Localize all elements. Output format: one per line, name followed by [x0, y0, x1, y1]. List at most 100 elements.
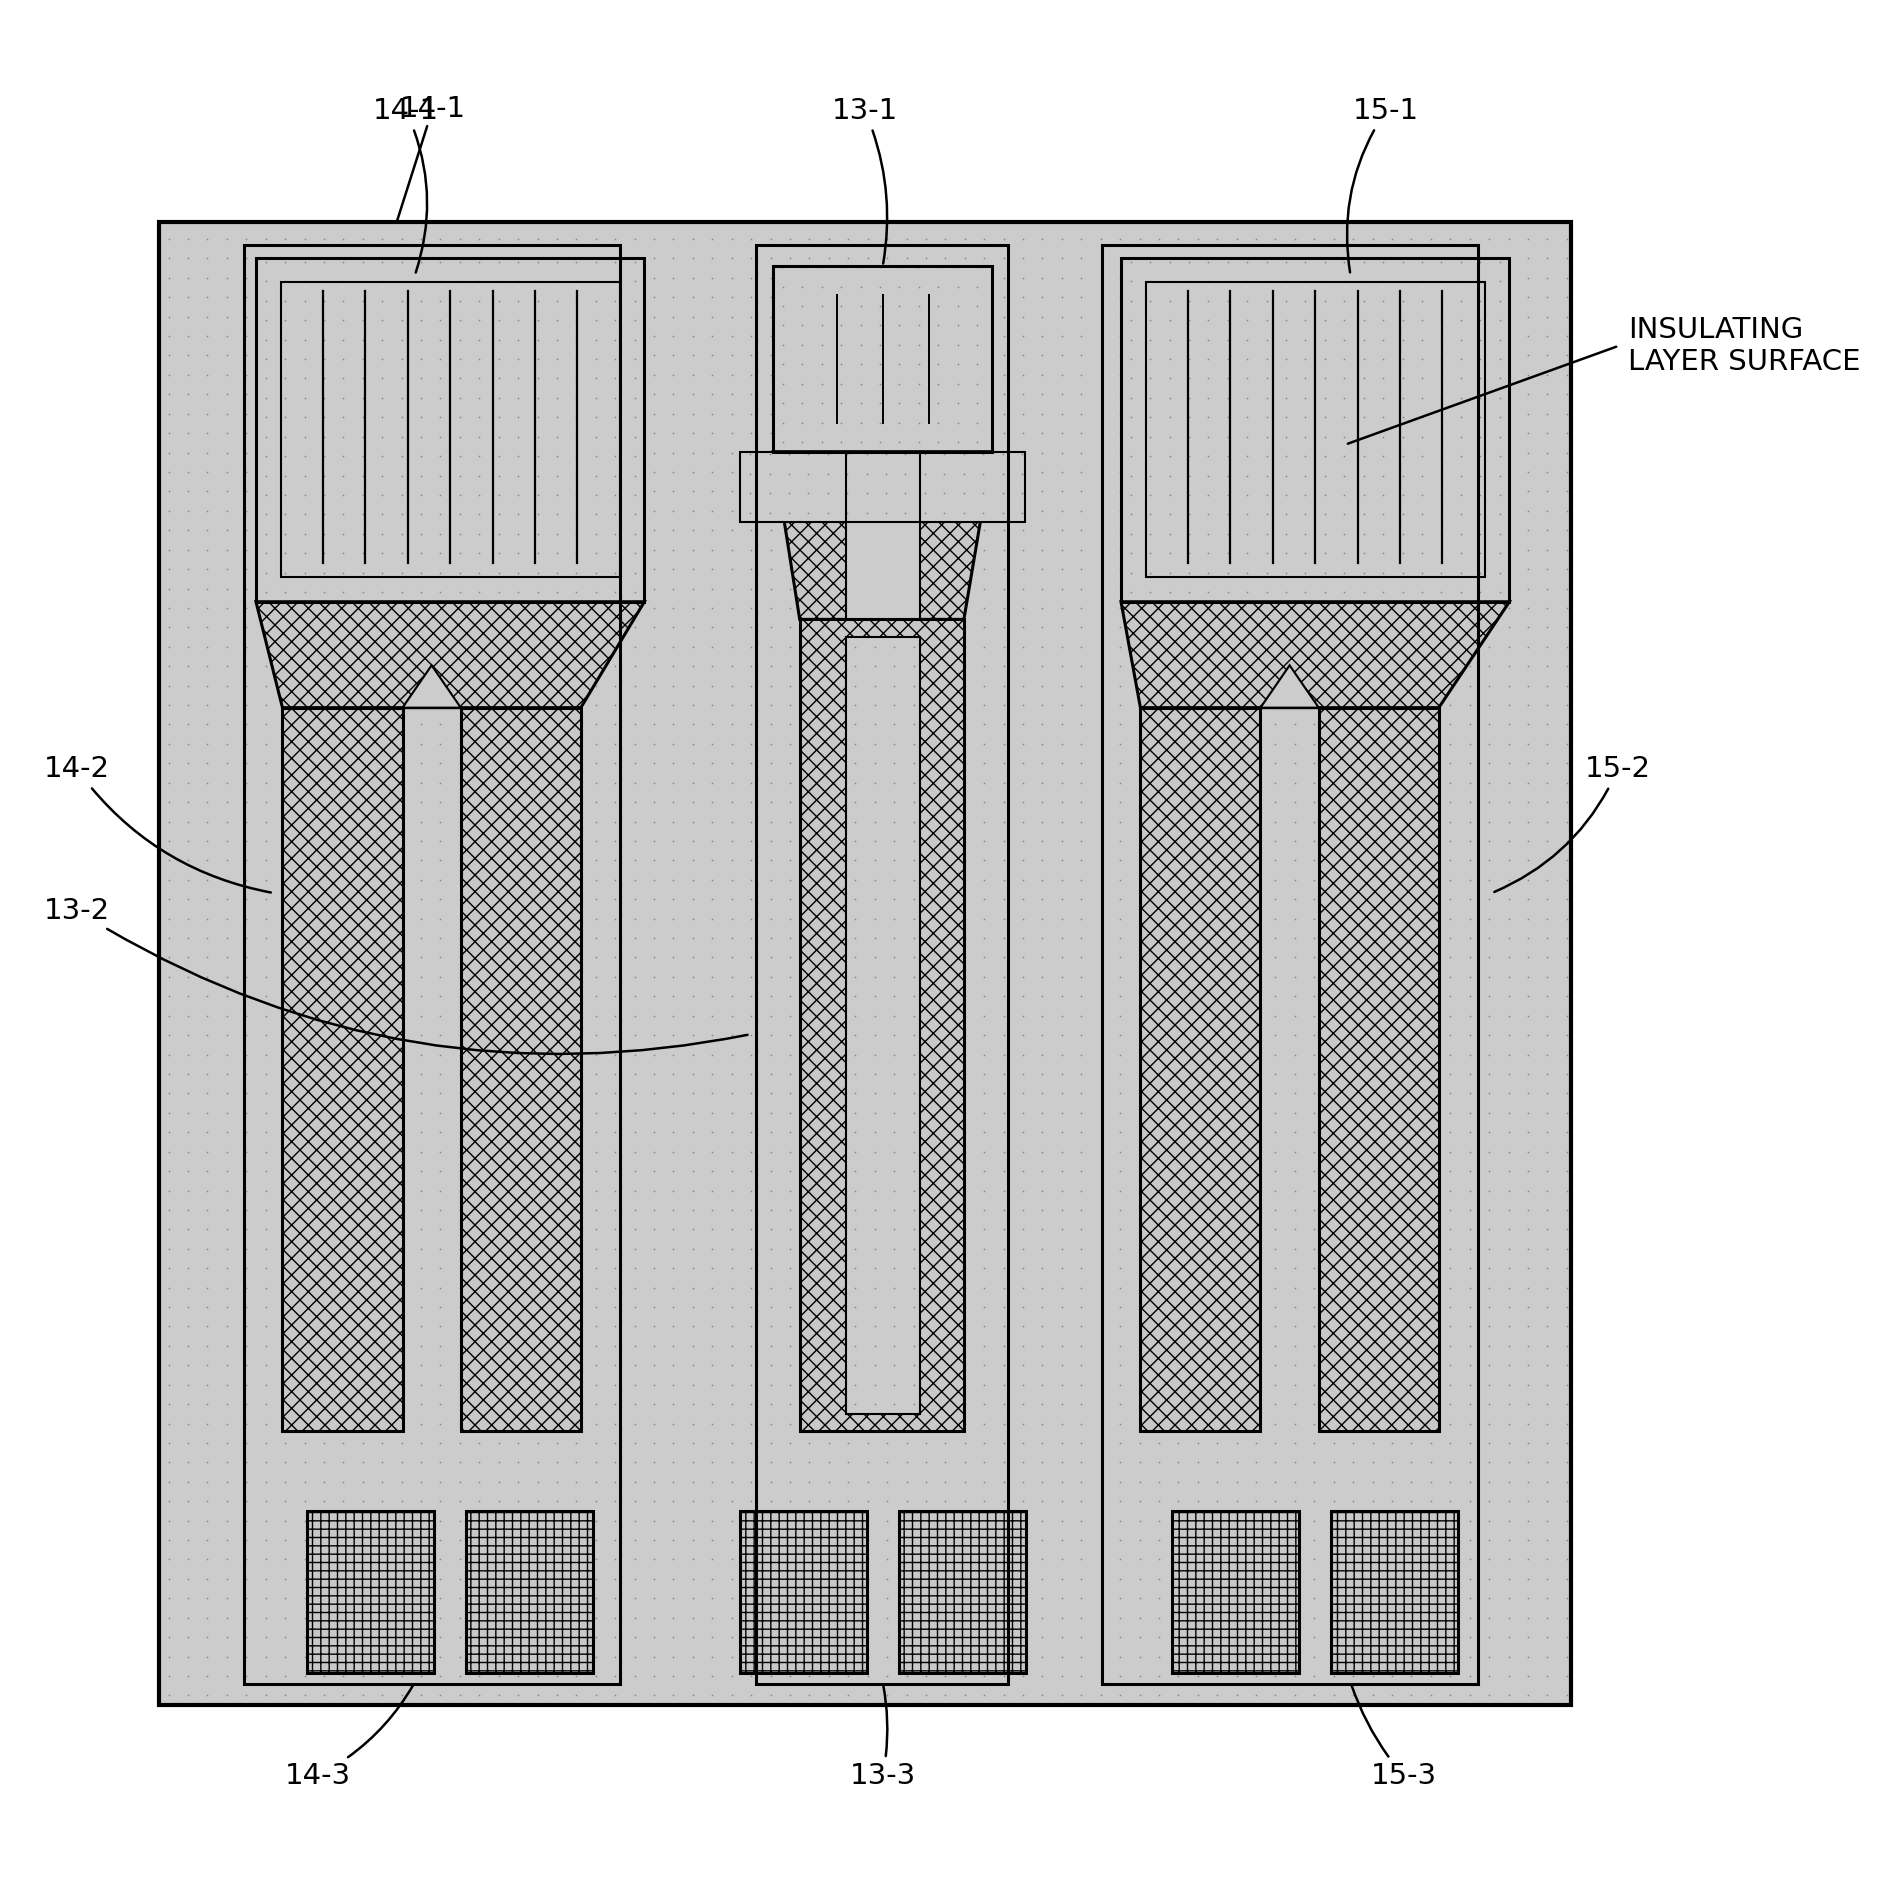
Point: [1464, 286, 1494, 316]
Point: [1483, 344, 1513, 375]
Point: [1357, 632, 1387, 662]
Point: [1201, 1060, 1231, 1090]
Point: [425, 1544, 455, 1574]
Point: [813, 1078, 843, 1109]
Point: [988, 825, 1018, 855]
Point: [290, 768, 320, 798]
Point: [949, 458, 979, 488]
Point: [988, 961, 1018, 991]
Point: [678, 322, 708, 352]
Point: [465, 1680, 495, 1710]
Point: [1415, 1292, 1445, 1323]
Point: [890, 223, 920, 254]
Point: [1376, 322, 1406, 352]
Point: [407, 1039, 437, 1069]
Point: [813, 437, 843, 467]
Point: [1124, 322, 1154, 352]
Point: [1396, 1039, 1427, 1069]
Point: [898, 1020, 928, 1050]
Point: [484, 515, 514, 545]
Point: [1338, 341, 1368, 371]
Point: [231, 1680, 262, 1710]
Point: [1492, 1525, 1523, 1555]
Point: [736, 691, 766, 721]
Point: [1406, 577, 1436, 607]
Text: 14-1: 14-1: [397, 95, 465, 221]
Point: [949, 592, 979, 622]
Point: [211, 1273, 241, 1304]
Point: [327, 359, 358, 390]
Point: [717, 573, 747, 604]
Point: [231, 904, 262, 935]
Point: [309, 515, 339, 545]
Point: [561, 1215, 591, 1245]
Point: [1434, 1466, 1464, 1497]
Point: [1425, 577, 1455, 607]
Point: [1532, 341, 1562, 371]
Point: [903, 407, 933, 437]
Point: [911, 1078, 941, 1109]
Point: [1259, 961, 1289, 991]
Point: [678, 1408, 708, 1438]
Point: [1065, 1584, 1095, 1614]
Point: [521, 344, 551, 375]
Point: [600, 1642, 630, 1673]
Point: [580, 806, 610, 836]
Point: [853, 573, 883, 604]
Point: [484, 1234, 514, 1264]
Point: [1434, 1525, 1464, 1555]
Point: [1028, 1428, 1058, 1459]
Point: [1201, 1039, 1231, 1069]
Point: [853, 1137, 883, 1167]
Point: [1182, 282, 1212, 312]
Point: [192, 1408, 222, 1438]
Point: [1221, 1175, 1252, 1205]
Point: [367, 1253, 397, 1283]
Point: [1474, 942, 1504, 972]
Point: [949, 961, 979, 991]
Point: [407, 806, 437, 836]
Point: [211, 554, 241, 585]
Point: [1317, 223, 1348, 254]
Point: [1551, 1525, 1581, 1555]
Point: [775, 1525, 805, 1555]
Point: [794, 613, 824, 643]
Point: [755, 1466, 785, 1497]
Point: [638, 456, 668, 486]
Point: [1434, 942, 1464, 972]
Point: [890, 982, 920, 1012]
Point: [1396, 1621, 1427, 1652]
Point: [444, 1506, 474, 1536]
Point: [1434, 1485, 1464, 1515]
Point: [1338, 322, 1368, 352]
Point: [444, 1116, 474, 1147]
Point: [192, 1447, 222, 1478]
Point: [1259, 554, 1289, 585]
Point: [1415, 923, 1445, 954]
Point: [969, 904, 999, 935]
Point: [154, 846, 184, 876]
Point: [600, 399, 630, 429]
Point: [327, 399, 358, 429]
Point: [1231, 460, 1261, 490]
Point: [1317, 1330, 1348, 1360]
Point: [250, 515, 280, 545]
Point: [1142, 806, 1172, 836]
Point: [845, 329, 875, 359]
Point: [1105, 728, 1135, 759]
Point: [717, 437, 747, 467]
Point: [949, 1175, 979, 1205]
Point: [386, 768, 416, 798]
Point: [1310, 403, 1340, 433]
Point: [1240, 477, 1270, 507]
Point: [1511, 456, 1541, 486]
Point: [1299, 1525, 1329, 1555]
Point: [407, 496, 437, 526]
Point: [1086, 632, 1116, 662]
Point: [502, 1116, 533, 1147]
Point: [1201, 1642, 1231, 1673]
Point: [1259, 846, 1289, 876]
Point: [949, 1466, 979, 1497]
Point: [1086, 982, 1116, 1012]
Point: [853, 1525, 883, 1555]
